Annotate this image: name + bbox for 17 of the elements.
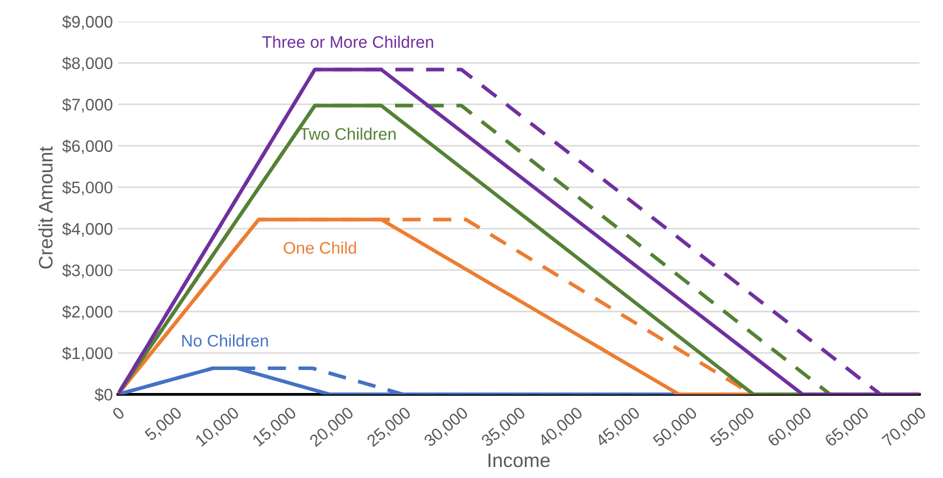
series-label: Two Children [300, 128, 396, 140]
y-tick-label: $6,000 [62, 139, 112, 154]
y-tick-label: $1,000 [62, 346, 112, 362]
y-tick-label: $2,000 [62, 305, 112, 320]
x-tick-label: 0 [112, 406, 126, 420]
series-label: Three or More Children [262, 36, 434, 48]
y-tick-label: $7,000 [62, 98, 112, 113]
y-tick-label: $5,000 [62, 180, 112, 196]
x-axis-title: Income [488, 454, 550, 468]
series-label: No Children [182, 334, 268, 347]
y-tick-label: $8,000 [62, 56, 112, 72]
y-tick-label: $4,000 [62, 222, 112, 237]
y-axis-title: Credit Amount [38, 146, 53, 269]
y-tick-label: $0 [94, 388, 112, 402]
y-tick-label: $9,000 [62, 15, 112, 30]
y-tick-label: $3,000 [62, 264, 112, 278]
series-label: One Child [284, 242, 356, 254]
